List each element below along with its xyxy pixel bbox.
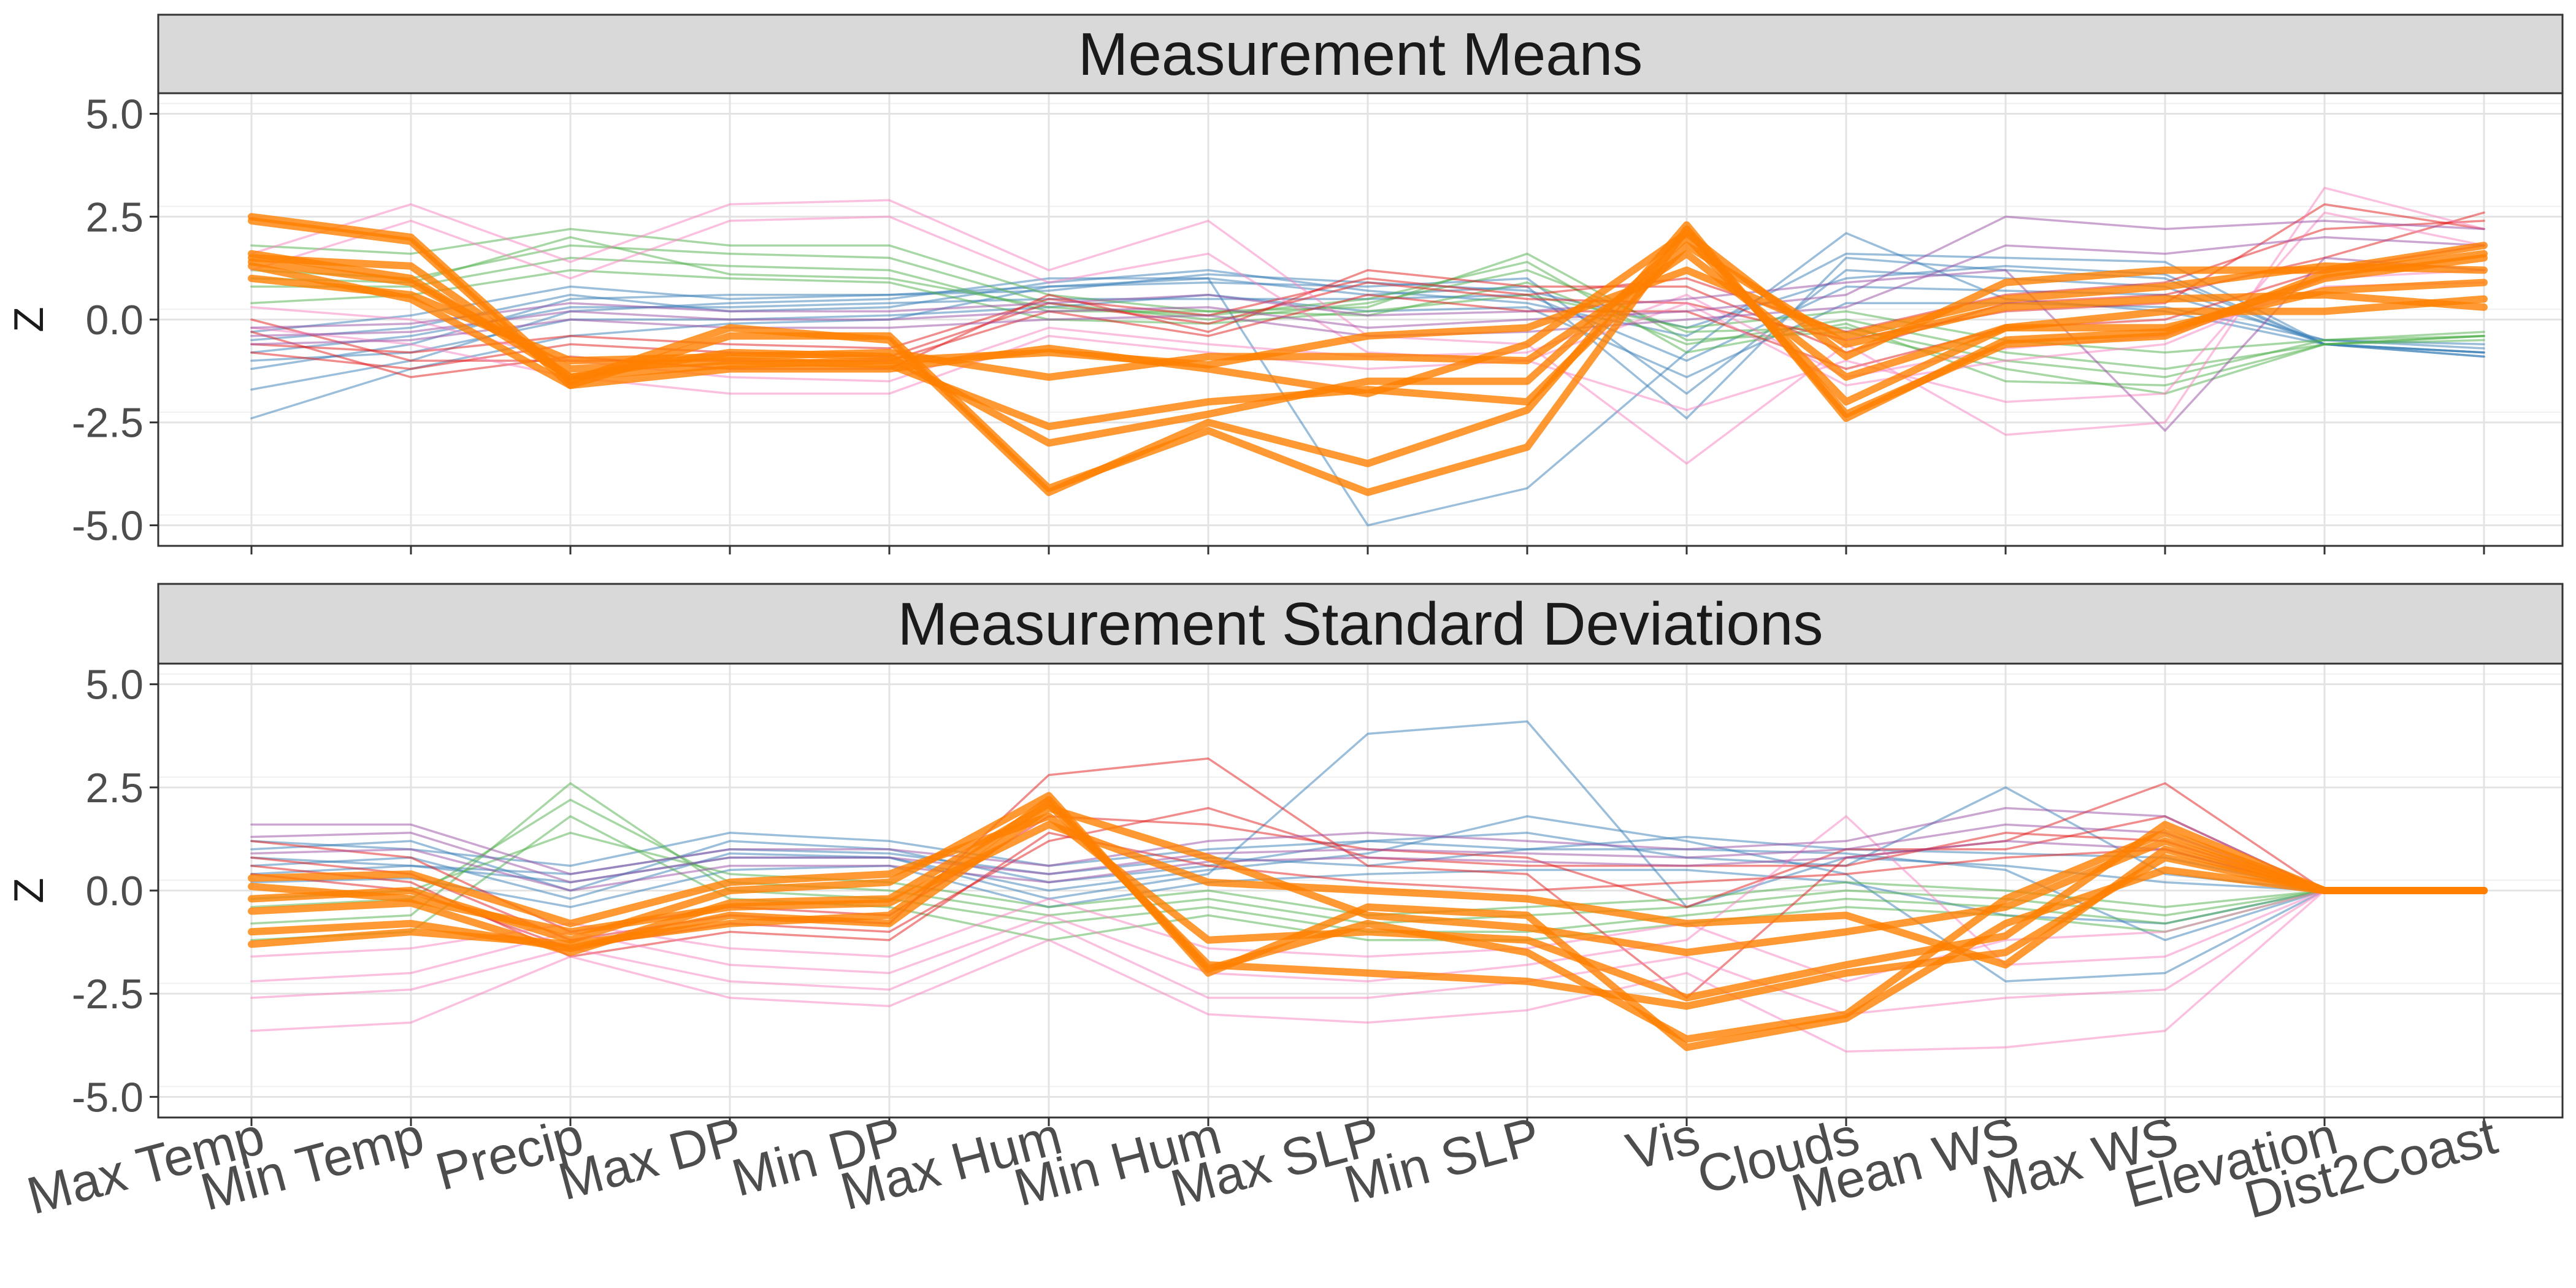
series-line-pink [250,889,2485,983]
series-line-purple [250,807,2485,892]
series-line-highlight [248,250,2488,381]
series-line-blue [250,269,2485,395]
y-tick-label: 0.0 [85,868,144,914]
series-line-purple [250,823,2485,892]
series-line-pink [250,889,2485,1016]
series-line-green [250,815,2485,941]
y-tick-label: -5.0 [72,1074,144,1121]
series-line-blue [250,232,2485,527]
series-line-blue [250,864,2485,925]
panel-border [157,662,2564,1119]
series-line-green [250,269,2485,354]
series-line-purple [250,256,2485,432]
y-tick-label: 5.0 [85,662,144,708]
panel-strip [157,583,2564,665]
panel-title: Measurement Means [1078,20,1643,88]
y-tick-label: 2.5 [85,765,144,811]
y-tick-label: -2.5 [72,971,144,1018]
series-line-highlight [248,796,2488,1043]
panel-border [157,92,2564,547]
series-line-green [250,228,2485,395]
series-line-highlight [248,821,2488,969]
series-line-blue [250,252,2485,354]
series-line-blue [250,815,2485,983]
x-tick-label: Max DP [553,1106,749,1212]
series-line-highlight [248,250,2488,381]
series-line-red [250,220,2485,354]
panel-title: Measurement Standard Deviations [898,590,1823,657]
series-line-pink [250,211,2485,412]
series-line-highlight [248,233,2488,447]
y-tick-label: -5.0 [72,502,144,549]
series-line-green [250,236,2485,387]
chart-panel-2: Measurement Standard Deviations 5.0 2.5 0.0… [6,583,2564,1126]
y-tick-label: 0.0 [85,297,144,343]
series-line-purple [250,840,2485,892]
series-line-green [250,244,2485,378]
panel-strip [157,13,2564,94]
series-line-red [250,203,2485,370]
series-line-purple [250,215,2485,337]
y-axis-title: Z [6,307,52,332]
series-line-pink [250,815,2485,983]
series-line-pink [250,889,2485,1053]
series-line-highlight [248,229,2488,397]
y-tick-label: -2.5 [72,400,144,447]
chart-panel-1: Measurement Means 5.0 2.5 0.0 -2.5 -5.0 Z [6,13,2564,554]
y-tick-label: 5.0 [85,91,144,138]
y-axis-title: Z [6,878,52,903]
y-tick-label: 2.5 [85,194,144,240]
